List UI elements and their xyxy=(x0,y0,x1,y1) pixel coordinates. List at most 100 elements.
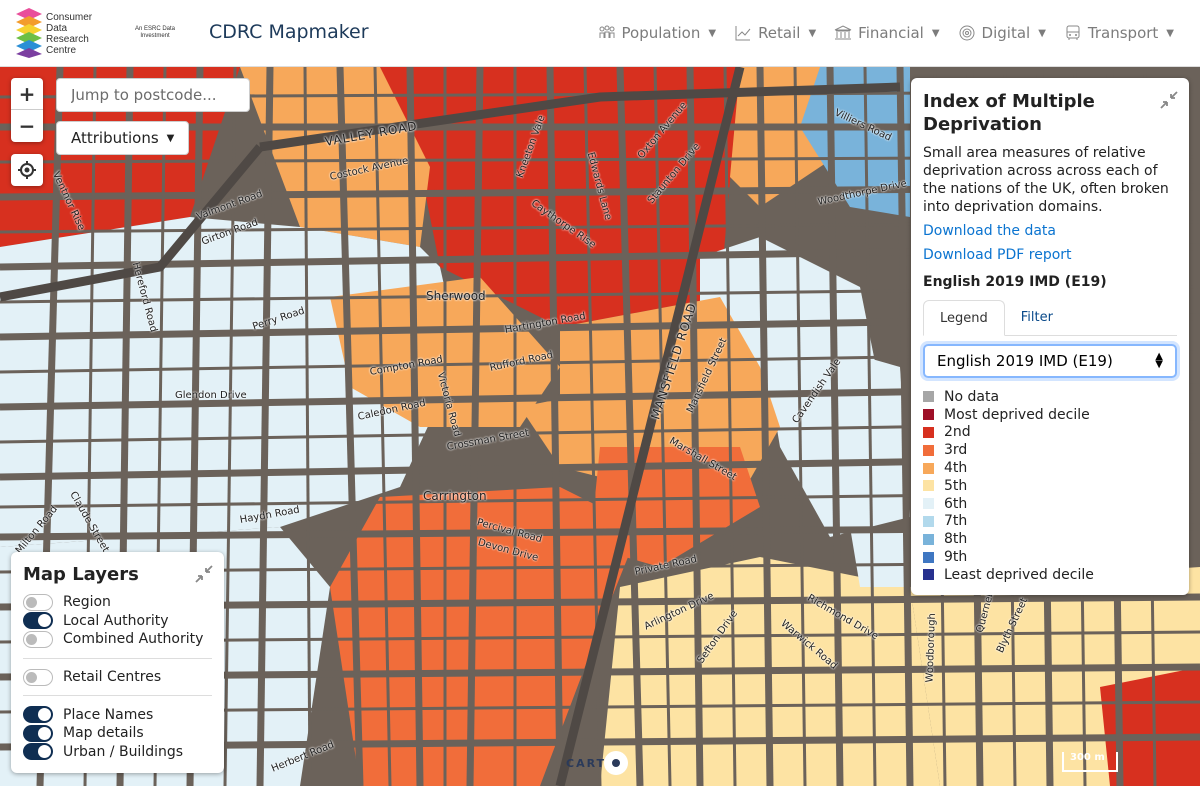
legend-swatch xyxy=(923,551,934,563)
nav-digital[interactable]: Digital ▼ xyxy=(958,24,1046,42)
nav-digital-label: Digital xyxy=(981,24,1031,42)
layer-row-place-names: Place Names xyxy=(23,705,212,724)
legend-label: 4th xyxy=(944,460,968,477)
layer-row-map-details: Map details xyxy=(23,724,212,743)
legend-label: Least deprived decile xyxy=(944,566,1094,583)
locate-button[interactable] xyxy=(11,154,43,186)
legend-swatch xyxy=(923,462,934,474)
urban-buildings-toggle[interactable] xyxy=(23,743,53,761)
zoom-in-button[interactable]: + xyxy=(11,78,43,110)
legend-swatch xyxy=(923,515,934,527)
legend-item: 4th xyxy=(923,459,1177,477)
chevron-down-icon: ▼ xyxy=(808,27,817,39)
imd-description: Small area measures of relative deprivat… xyxy=(923,145,1169,215)
esrc-logo-text: An ESRC Data Investment xyxy=(135,26,176,39)
place-names-toggle[interactable] xyxy=(23,706,53,724)
region-toggle[interactable] xyxy=(23,593,53,611)
tab-filter[interactable]: Filter xyxy=(1020,310,1053,325)
cdrc-logo-icon xyxy=(16,8,42,58)
place-label-sherwood: Sherwood xyxy=(426,289,486,303)
legend-label: 6th xyxy=(944,495,968,512)
legend-swatch xyxy=(923,444,934,456)
cdrc-logo-text: Consumer Data Research Centre xyxy=(46,12,93,56)
collapse-panel-icon[interactable] xyxy=(194,564,214,584)
nav-transport-label: Transport xyxy=(1087,24,1159,42)
legend-item: No data xyxy=(923,388,1177,406)
legend-swatch xyxy=(923,409,934,421)
legend-swatch xyxy=(923,498,934,510)
legend-label: 7th xyxy=(944,513,968,530)
layer-label: Combined Authority xyxy=(63,631,204,648)
imd-panel-title: Index of Multiple Deprivation xyxy=(923,91,1095,135)
legend-swatch xyxy=(923,391,934,403)
legend-label: No data xyxy=(944,388,1000,405)
select-arrows-icon: ▲ ▼ xyxy=(1155,351,1163,370)
layer-label: Region xyxy=(63,594,111,611)
divider xyxy=(23,695,212,697)
legend-item: 2nd xyxy=(923,424,1177,442)
population-icon xyxy=(599,25,615,38)
legend-item: 5th xyxy=(923,477,1177,495)
bank-icon xyxy=(834,25,852,40)
scale-bar: 300 m xyxy=(1062,752,1118,772)
collapse-panel-icon[interactable] xyxy=(1159,90,1179,110)
retail-centres-toggle[interactable] xyxy=(23,668,53,686)
download-pdf-link[interactable]: Download PDF report xyxy=(923,247,1072,263)
download-data-link[interactable]: Download the data xyxy=(923,223,1056,239)
map-layers-title: Map Layers xyxy=(23,564,139,585)
legend-item: 9th xyxy=(923,548,1177,566)
attributions-button[interactable]: Attributions ▼ xyxy=(56,121,190,155)
fingerprint-icon xyxy=(959,25,975,41)
layer-row-retail-centres: Retail Centres xyxy=(23,668,212,687)
street-label: Glendon Drive xyxy=(175,390,247,401)
nav-financial-label: Financial xyxy=(858,24,924,42)
legend-label: 2nd xyxy=(944,424,971,441)
legend-item: Least deprived decile xyxy=(923,566,1177,584)
chevron-down-icon: ▼ xyxy=(1038,27,1046,39)
legend-item: 8th xyxy=(923,530,1177,548)
panel-tabs: Legend Filter xyxy=(923,300,1177,336)
combined-authority-toggle[interactable] xyxy=(23,630,53,648)
legend-swatch xyxy=(923,426,934,438)
map-details-toggle[interactable] xyxy=(23,724,53,742)
chevron-down-icon: ▼ xyxy=(708,27,717,39)
layer-label: Place Names xyxy=(63,706,154,723)
carto-text: CART xyxy=(566,756,607,770)
legend-item: 7th xyxy=(923,513,1177,531)
map-layers-panel: Map Layers Region Local Authority Combin… xyxy=(11,552,224,773)
layer-row-combined-authority: Combined Authority xyxy=(23,630,212,649)
divider xyxy=(23,657,212,659)
layer-label: Map details xyxy=(63,725,144,742)
legend-label: 3rd xyxy=(944,442,968,459)
carto-dot-icon xyxy=(604,751,629,775)
legend-label: 5th xyxy=(944,477,968,494)
legend-swatch xyxy=(923,480,934,492)
dataset-select[interactable]: English 2019 IMD (E19) ▲ ▼ xyxy=(923,344,1177,378)
carto-logo: CART xyxy=(566,751,629,775)
legend-swatch xyxy=(923,569,934,581)
legend-label: Most deprived decile xyxy=(944,406,1090,423)
layer-row-region: Region xyxy=(23,593,212,612)
chevron-down-icon: ▼ xyxy=(931,27,940,39)
tab-legend[interactable]: Legend xyxy=(923,300,1005,336)
legend-label: 9th xyxy=(944,549,968,566)
legend-label: 8th xyxy=(944,531,968,548)
nav-transport[interactable]: Transport ▼ xyxy=(1064,24,1174,42)
nav-population[interactable]: Population ▼ xyxy=(598,24,717,42)
retail-chart-icon xyxy=(735,26,751,41)
place-label-carrington: Carrington xyxy=(423,489,487,503)
app-title[interactable]: CDRC Mapmaker xyxy=(209,21,369,43)
chevron-down-icon: ▼ xyxy=(1166,27,1174,39)
legend-item: Most deprived decile xyxy=(923,406,1177,424)
local-authority-toggle[interactable] xyxy=(23,612,53,630)
nav-financial[interactable]: Financial ▼ xyxy=(834,24,940,42)
layer-label: Retail Centres xyxy=(63,669,162,686)
legend-swatch xyxy=(923,533,934,545)
postcode-search-input[interactable] xyxy=(56,78,250,112)
zoom-out-button[interactable]: − xyxy=(18,114,36,138)
layer-label: Urban / Buildings xyxy=(63,743,184,760)
nav-retail-label: Retail xyxy=(758,24,801,42)
nav-population-label: Population xyxy=(621,24,701,42)
nav-retail[interactable]: Retail ▼ xyxy=(734,24,816,42)
legend-item: 6th xyxy=(923,495,1177,513)
